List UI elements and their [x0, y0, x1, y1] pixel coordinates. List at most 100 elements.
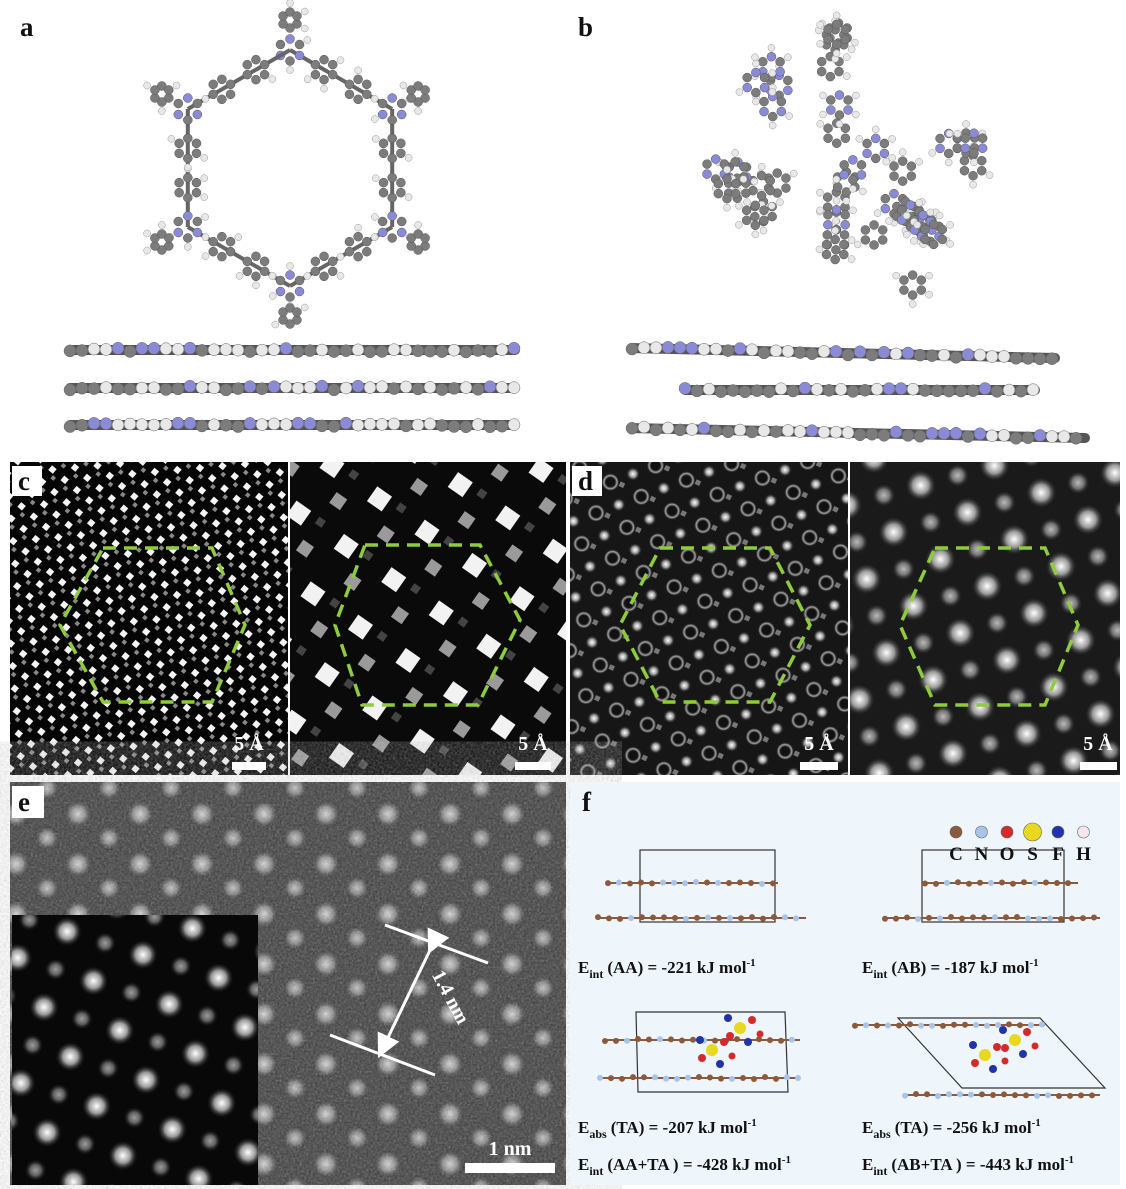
atom [1010, 432, 1022, 444]
atom [832, 227, 839, 234]
atom [183, 193, 192, 202]
atom [962, 349, 974, 361]
atom [908, 291, 917, 300]
atom [926, 350, 938, 362]
atom [743, 73, 752, 82]
atom [626, 343, 638, 355]
atom [874, 210, 881, 217]
panel-label: d [578, 466, 593, 496]
atom [272, 321, 279, 328]
atom [606, 915, 612, 921]
atom [304, 273, 311, 280]
atom [184, 342, 196, 354]
atom [412, 383, 424, 395]
atom [1027, 384, 1039, 396]
atom [970, 914, 976, 920]
atom [448, 344, 460, 356]
atom [840, 170, 849, 179]
atom [945, 159, 952, 166]
atom [910, 237, 917, 244]
atom [1091, 915, 1097, 921]
simulated-image [290, 462, 566, 775]
atom [328, 257, 337, 266]
atom [661, 914, 667, 920]
atom [183, 94, 192, 103]
atom [999, 879, 1005, 885]
atom [1056, 1093, 1062, 1099]
atom [907, 172, 916, 181]
atom [832, 20, 841, 29]
atom [196, 381, 208, 393]
atom [775, 383, 787, 395]
atom [112, 419, 124, 431]
atom [605, 880, 611, 886]
atom [311, 70, 320, 79]
atom [1034, 1093, 1040, 1099]
atom [836, 121, 843, 128]
inset-image [12, 915, 258, 1185]
atom [769, 122, 776, 129]
atom [707, 1075, 713, 1081]
atom [723, 204, 730, 211]
subscript: int [589, 1164, 603, 1178]
atom [966, 881, 972, 887]
subscript: abs [873, 1127, 891, 1141]
atom [835, 111, 844, 120]
atom [232, 421, 244, 433]
atom [854, 241, 861, 248]
atom [660, 879, 666, 885]
atom [1017, 1022, 1023, 1028]
atom [760, 227, 767, 234]
atom [822, 250, 831, 259]
atom [856, 135, 863, 142]
atom [781, 174, 790, 183]
atom [193, 99, 202, 108]
atom [378, 110, 387, 119]
atom [136, 419, 148, 431]
atom [388, 234, 397, 243]
atom [220, 344, 232, 356]
atom [749, 914, 755, 920]
atom [268, 344, 280, 356]
atom [970, 181, 977, 188]
atom [668, 1036, 674, 1042]
atom [757, 171, 766, 180]
atom [160, 343, 172, 355]
molecule-top-view [703, 12, 994, 308]
atom [727, 385, 739, 397]
atom [388, 154, 397, 163]
atom [711, 155, 720, 164]
atom [922, 880, 928, 886]
atom [641, 1074, 647, 1080]
atom [751, 221, 760, 230]
atom [624, 1038, 630, 1044]
atom [226, 237, 235, 246]
atom [929, 220, 938, 229]
atom [1015, 385, 1027, 397]
symbol: E [578, 1118, 589, 1137]
atom [978, 134, 987, 143]
atom [292, 308, 301, 317]
atom [175, 149, 184, 158]
molecule-side-view [64, 342, 520, 433]
atom [936, 212, 943, 219]
atom [842, 427, 854, 439]
atom [926, 272, 933, 279]
atom [316, 380, 328, 392]
atom [698, 422, 710, 434]
atom [226, 247, 235, 256]
atom [337, 272, 344, 279]
atom [1010, 352, 1022, 364]
atom [76, 382, 88, 394]
atom [824, 124, 833, 133]
atom [217, 232, 226, 241]
atom [436, 384, 448, 396]
atom [833, 12, 840, 19]
atom [626, 422, 638, 434]
scale-bar [515, 762, 551, 770]
atom [936, 134, 945, 143]
atom [705, 914, 711, 920]
atom [144, 247, 151, 254]
panel-label: a [20, 12, 34, 42]
atom [397, 217, 406, 226]
